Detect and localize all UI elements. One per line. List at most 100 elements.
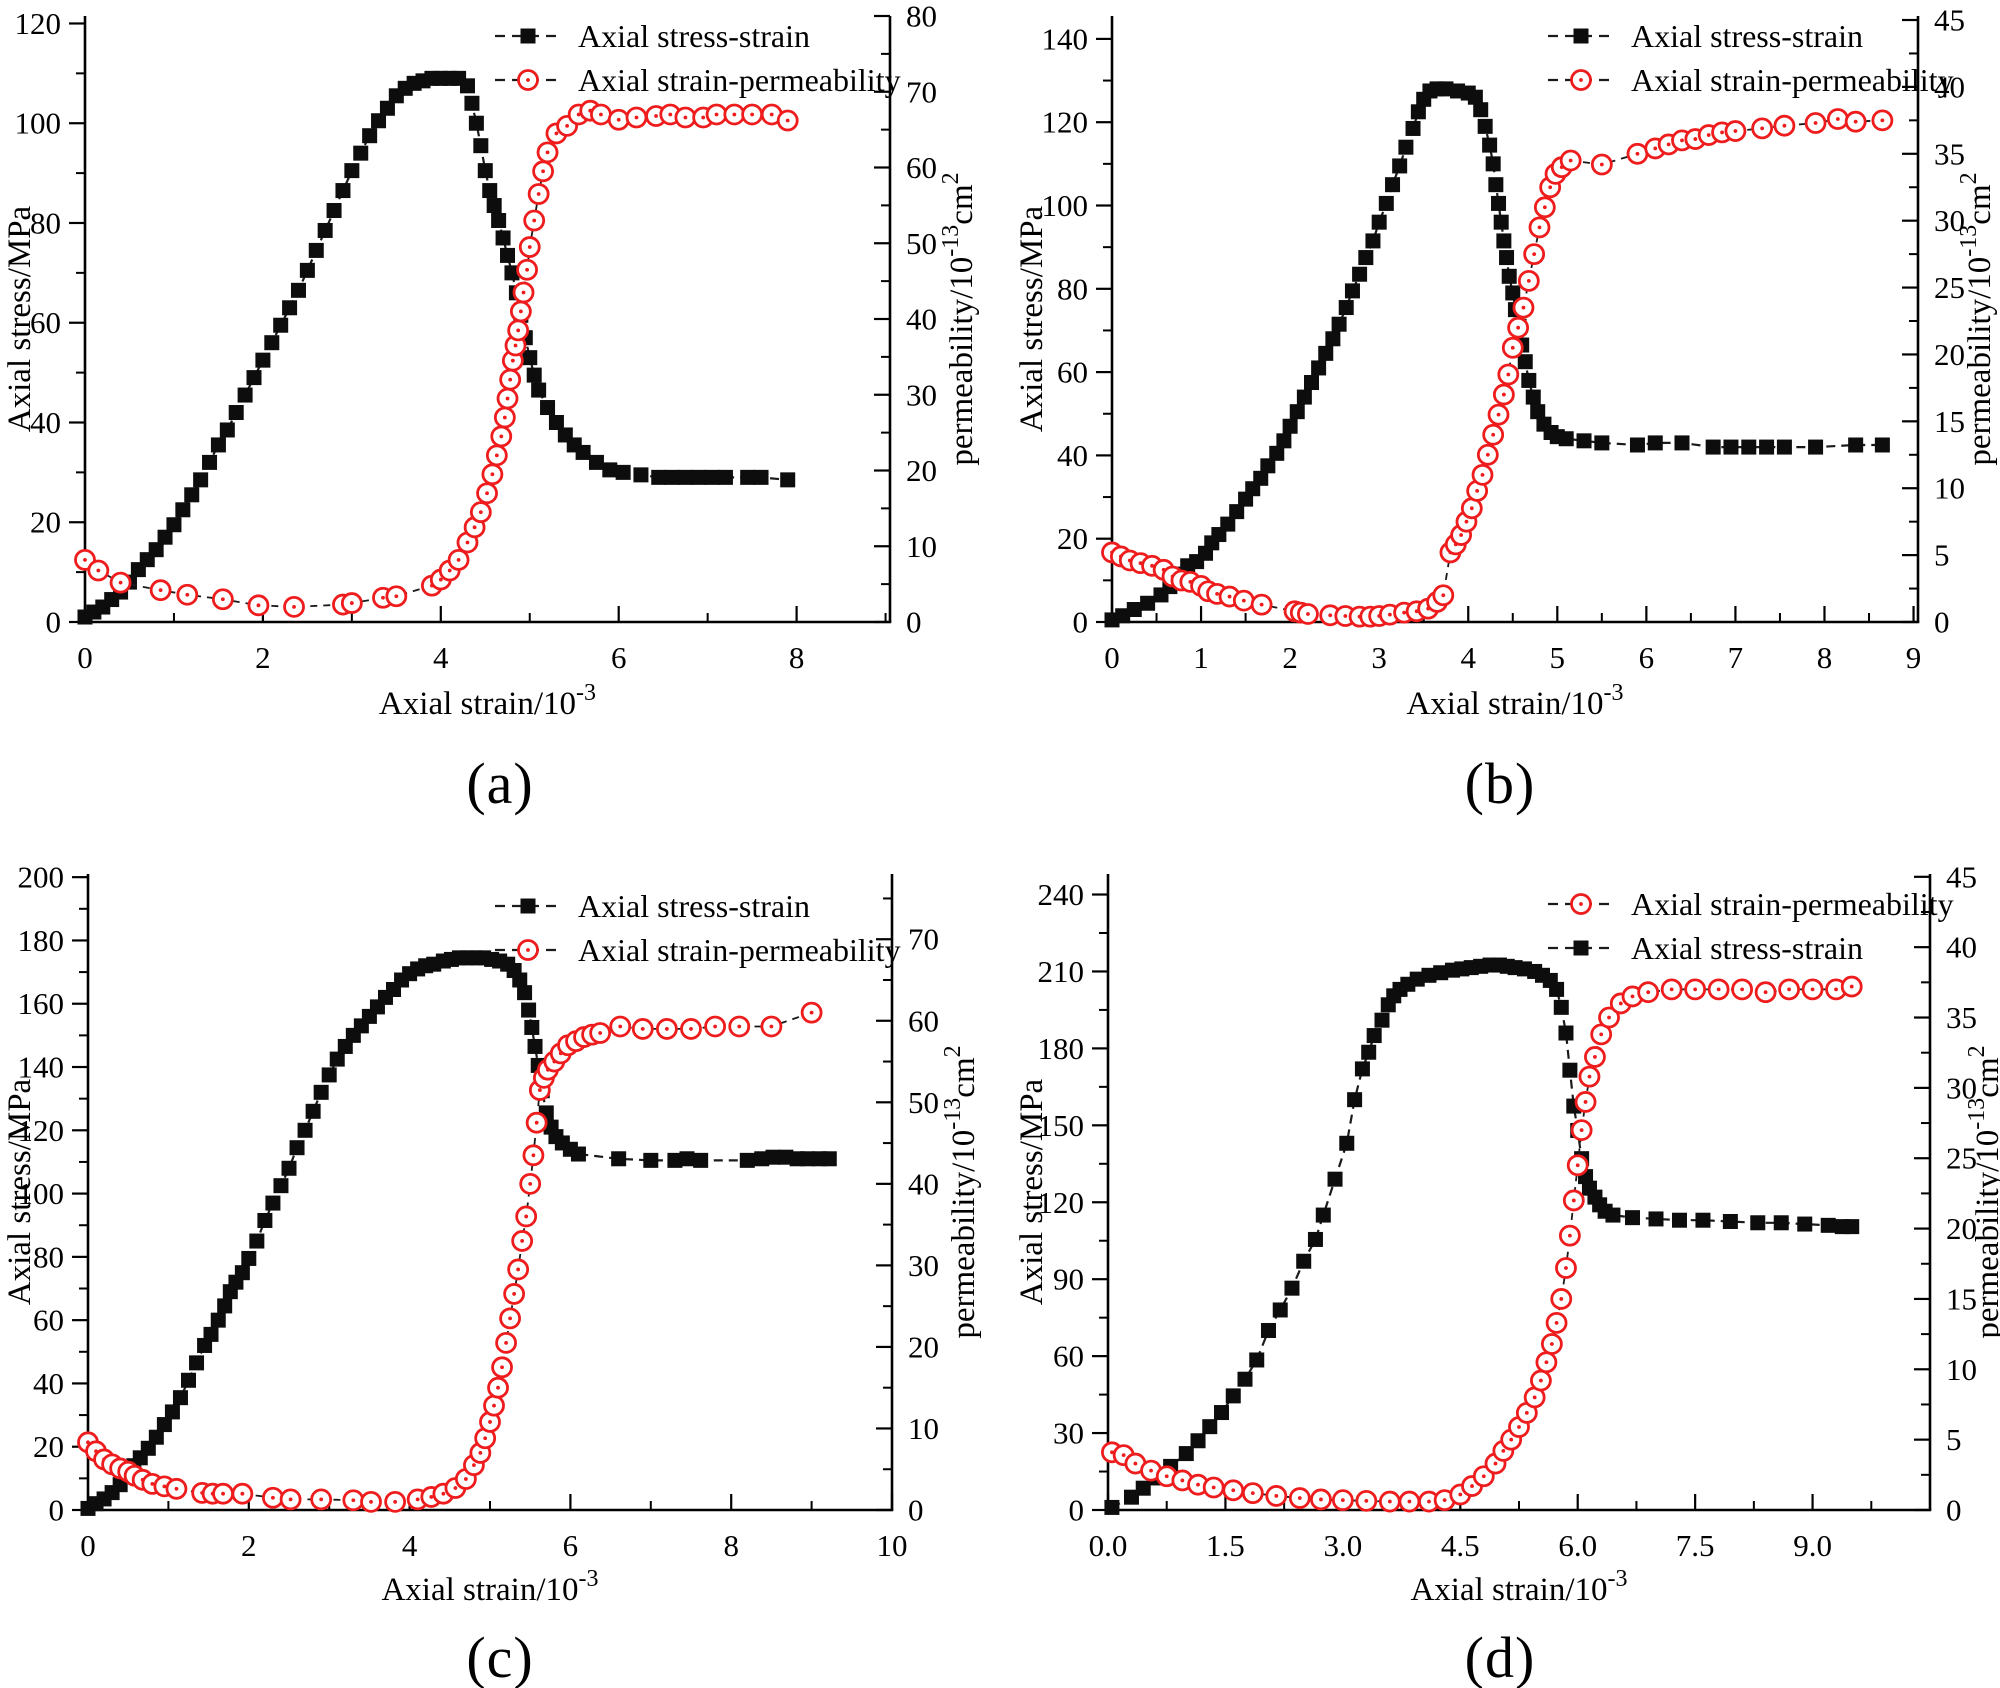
svg-text:40: 40 xyxy=(30,405,61,440)
svg-text:Axial strain/10-3: Axial strain/10-3 xyxy=(1410,1566,1627,1608)
svg-text:1: 1 xyxy=(1193,640,1209,675)
svg-text:30: 30 xyxy=(1946,1070,1977,1105)
svg-text:60: 60 xyxy=(1057,355,1088,390)
svg-text:80: 80 xyxy=(33,1239,64,1274)
svg-text:15: 15 xyxy=(1946,1281,1977,1316)
svg-text:120: 120 xyxy=(1038,1185,1085,1220)
svg-text:40: 40 xyxy=(1934,69,1965,104)
svg-text:5: 5 xyxy=(1550,640,1566,675)
svg-text:7.5: 7.5 xyxy=(1676,1528,1715,1563)
svg-text:80: 80 xyxy=(906,0,937,34)
svg-text:60: 60 xyxy=(1053,1339,1084,1374)
svg-text:Axial strain-permeability: Axial strain-permeability xyxy=(1631,886,1954,922)
svg-text:10: 10 xyxy=(1934,471,1965,506)
panel-d-chart: 0.0 1.5 3.0 4.5 6.0 7.5 9.0 0 30 60 90 120 150 180 210… xyxy=(1000,844,2000,1688)
svg-text:180: 180 xyxy=(18,923,65,958)
svg-text:0: 0 xyxy=(1104,640,1120,675)
panel-d-label: (d) xyxy=(1464,1625,1536,1688)
svg-text:8: 8 xyxy=(723,1528,739,1563)
svg-text:8: 8 xyxy=(1817,640,1833,675)
svg-text:Axial stress-strain: Axial stress-strain xyxy=(578,888,810,924)
svg-text:40: 40 xyxy=(1057,438,1088,473)
panel-c: 0 2 4 6 8 10 0 20 40 60 80 100 120 140 160 180 200 0 10 20 3… xyxy=(0,844,1000,1688)
svg-text:40: 40 xyxy=(33,1366,64,1401)
svg-text:1.5: 1.5 xyxy=(1206,1528,1245,1563)
svg-text:4: 4 xyxy=(433,640,449,675)
svg-text:6: 6 xyxy=(563,1528,579,1563)
svg-text:permeability/10-13cm2: permeability/10-13cm2 xyxy=(940,1045,982,1338)
svg-text:80: 80 xyxy=(1057,271,1088,306)
svg-text:70: 70 xyxy=(908,922,939,957)
svg-text:Axial stress/MPa: Axial stress/MPa xyxy=(2,205,38,432)
svg-text:6: 6 xyxy=(1639,640,1655,675)
svg-text:60: 60 xyxy=(30,305,61,340)
svg-text:160: 160 xyxy=(18,986,65,1021)
svg-text:100: 100 xyxy=(15,106,62,141)
svg-text:120: 120 xyxy=(18,1113,65,1148)
svg-text:20: 20 xyxy=(1057,521,1088,556)
panel-a: 0 2 4 6 8 0 20 40 60 80 100 120 0 10 20 30 40 50 60 70 80 Axi… xyxy=(0,0,1000,844)
svg-text:35: 35 xyxy=(1934,136,1965,171)
svg-text:240: 240 xyxy=(1038,877,1085,912)
svg-text:4.5: 4.5 xyxy=(1441,1528,1480,1563)
svg-text:0: 0 xyxy=(80,1528,96,1563)
svg-text:Axial stress/MPa: Axial stress/MPa xyxy=(2,1078,38,1305)
svg-text:40: 40 xyxy=(1946,930,1977,965)
svg-text:4: 4 xyxy=(402,1528,418,1563)
svg-text:5: 5 xyxy=(1934,538,1950,573)
svg-text:30: 30 xyxy=(908,1248,939,1283)
svg-text:Axial strain/10-3: Axial strain/10-3 xyxy=(1406,680,1623,722)
svg-text:Axial stress-strain: Axial stress-strain xyxy=(1631,18,1863,54)
svg-text:180: 180 xyxy=(1038,1031,1085,1066)
svg-text:0.0: 0.0 xyxy=(1089,1528,1128,1563)
svg-text:10: 10 xyxy=(1946,1352,1977,1387)
svg-text:0: 0 xyxy=(908,1493,924,1528)
svg-text:6: 6 xyxy=(611,640,627,675)
svg-text:Axial strain-permeability: Axial strain-permeability xyxy=(1631,62,1954,98)
svg-text:60: 60 xyxy=(33,1303,64,1338)
svg-text:Axial stress/MPa: Axial stress/MPa xyxy=(1014,205,1050,432)
svg-text:20: 20 xyxy=(908,1329,939,1364)
svg-text:25: 25 xyxy=(1934,270,1965,305)
svg-text:5: 5 xyxy=(1946,1422,1962,1457)
svg-text:50: 50 xyxy=(908,1085,939,1120)
panel-d: 0.0 1.5 3.0 4.5 6.0 7.5 9.0 0 30 60 90 120 150 180 210… xyxy=(1000,844,2000,1688)
svg-text:60: 60 xyxy=(906,150,937,185)
svg-text:Axial strain-permeability: Axial strain-permeability xyxy=(578,932,901,968)
svg-text:0: 0 xyxy=(46,605,62,640)
svg-text:9.0: 9.0 xyxy=(1793,1528,1832,1563)
svg-text:2: 2 xyxy=(1282,640,1298,675)
svg-text:200: 200 xyxy=(18,860,65,895)
svg-text:7: 7 xyxy=(1728,640,1744,675)
svg-text:150: 150 xyxy=(1038,1108,1085,1143)
svg-text:0: 0 xyxy=(49,1493,65,1528)
svg-text:20: 20 xyxy=(30,505,61,540)
svg-text:80: 80 xyxy=(30,205,61,240)
svg-text:0: 0 xyxy=(1934,605,1950,640)
svg-text:Axial strain/10-3: Axial strain/10-3 xyxy=(381,1566,598,1608)
svg-text:3: 3 xyxy=(1371,640,1387,675)
svg-text:90: 90 xyxy=(1053,1262,1084,1297)
svg-text:30: 30 xyxy=(1934,203,1965,238)
panel-a-chart: 0 2 4 6 8 0 20 40 60 80 100 120 0 10 20 30 40 50 60 70 80 Axi… xyxy=(0,0,1000,844)
svg-text:30: 30 xyxy=(1053,1416,1084,1451)
svg-text:Axial strain/10-3: Axial strain/10-3 xyxy=(379,680,596,722)
svg-text:20: 20 xyxy=(906,453,937,488)
svg-text:40: 40 xyxy=(906,302,937,337)
svg-text:3.0: 3.0 xyxy=(1323,1528,1362,1563)
svg-text:120: 120 xyxy=(15,6,62,41)
svg-text:permeability/10-13cm2: permeability/10-13cm2 xyxy=(1956,172,1998,465)
svg-text:50: 50 xyxy=(906,226,937,261)
svg-text:40: 40 xyxy=(908,1166,939,1201)
svg-text:120: 120 xyxy=(1042,105,1089,140)
panel-b-label: (b) xyxy=(1464,751,1536,816)
svg-text:20: 20 xyxy=(33,1429,64,1464)
svg-text:35: 35 xyxy=(1946,1000,1977,1035)
svg-text:2: 2 xyxy=(241,1528,257,1563)
svg-text:10: 10 xyxy=(906,529,937,564)
svg-text:6.0: 6.0 xyxy=(1558,1528,1597,1563)
svg-text:4: 4 xyxy=(1460,640,1476,675)
panel-b: 0 1 2 3 4 5 6 7 8 9 0 20 40 60 80 100 120 140 0 5 10 15 20 25 30… xyxy=(1000,0,2000,844)
svg-text:permeability/10-13cm2: permeability/10-13cm2 xyxy=(1964,1045,2000,1338)
